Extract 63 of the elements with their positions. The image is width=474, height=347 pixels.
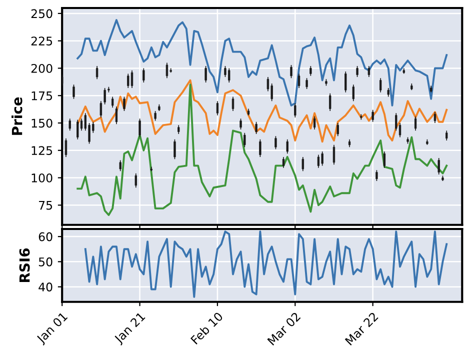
candlestick: [64, 138, 68, 158]
candlestick: [310, 66, 312, 76]
candlestick: [112, 96, 114, 108]
candlestick: [204, 66, 207, 83]
candlestick: [100, 100, 102, 118]
candlestick: [434, 112, 436, 124]
candlestick: [298, 73, 300, 88]
x-tick-label: Mar 02: [267, 312, 301, 346]
candlestick: [115, 106, 118, 125]
candlestick: [68, 118, 71, 132]
candlestick: [380, 78, 382, 93]
x-tick-label: Jan 01: [36, 312, 70, 346]
candlestick: [336, 122, 339, 137]
candlestick: [123, 96, 126, 112]
candlestick: [313, 116, 316, 130]
candlestick: [446, 130, 448, 141]
y-tick-label: 150: [32, 118, 52, 128]
y-tick-label: 225: [31, 36, 52, 46]
candlestick: [174, 139, 176, 160]
candlestick: [302, 156, 304, 172]
candlestick: [344, 71, 347, 93]
candlestick: [138, 118, 141, 138]
y-tick-label: 200: [31, 64, 52, 73]
candlestick: [372, 109, 374, 122]
candlestick: [376, 170, 378, 182]
y-axis-title: Price: [12, 97, 22, 135]
candlestick: [414, 116, 417, 132]
candlestick: [96, 66, 98, 80]
y-tick-label: 100: [32, 173, 52, 182]
y-tick-label: 175: [32, 91, 52, 100]
candlestick: [321, 151, 324, 166]
candlestick: [290, 64, 292, 78]
candlestick: [317, 154, 320, 168]
y-tick-label: 125: [32, 146, 52, 156]
candlestick: [356, 66, 358, 78]
candlestick: [76, 119, 79, 140]
candlestick: [352, 84, 354, 102]
candlestick: [134, 172, 137, 188]
x-tick-label: Jan 21: [113, 312, 148, 346]
y-tick-label: 40: [38, 282, 52, 292]
candlestick: [154, 110, 156, 122]
candlestick: [438, 158, 440, 175]
y-tick-label: 250: [31, 9, 52, 18]
candlestick: [329, 92, 332, 112]
x-tick-label: Feb 10: [190, 311, 224, 345]
candlestick: [332, 144, 336, 166]
candlestick: [72, 84, 75, 100]
candlestick: [166, 62, 168, 78]
candlestick: [130, 70, 134, 88]
candlestick: [368, 66, 370, 78]
candlestick: [395, 112, 398, 132]
y-tick-label: 75: [39, 201, 52, 210]
candlestick: [127, 73, 130, 88]
candlestick: [294, 102, 296, 118]
candlestick: [119, 160, 122, 172]
candlestick: [306, 78, 308, 90]
y-tick-label: 60: [38, 232, 52, 242]
x-tick-label: Mar 22: [344, 312, 378, 346]
candlestick: [104, 88, 106, 105]
y-tick-label: 50: [38, 257, 52, 266]
candlestick: [383, 151, 386, 168]
candlestick: [142, 68, 145, 83]
y-axis-title: RSI6: [19, 248, 30, 282]
